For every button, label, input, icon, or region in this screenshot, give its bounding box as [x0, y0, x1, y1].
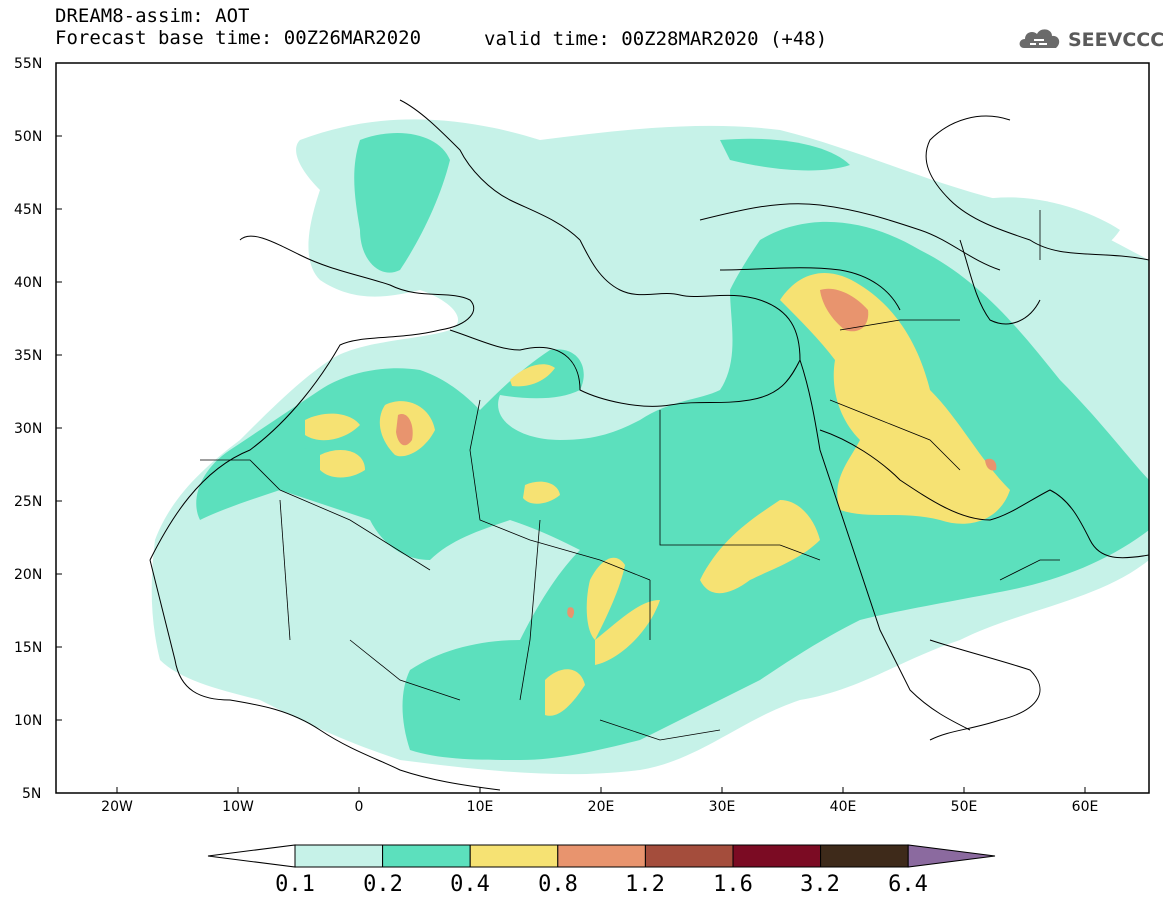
- valid-time: valid time: 00Z28MAR2020 (+48): [484, 28, 828, 50]
- colorbar-swatch: [732, 844, 822, 868]
- logo-text: SEEVCCC: [1068, 29, 1165, 51]
- lat-label: 55N: [14, 56, 42, 72]
- lon-label: 0: [355, 799, 364, 815]
- lon-label: 20W: [101, 799, 133, 815]
- lat-label: 35N: [14, 348, 42, 364]
- lon-label: 30E: [709, 799, 736, 815]
- colorbar-label: 0.4: [450, 872, 490, 897]
- colorbar: [207, 844, 996, 868]
- lat-label: 45N: [14, 202, 42, 218]
- lon-label: 10W: [222, 799, 254, 815]
- colorbar-label: 1.6: [713, 872, 753, 897]
- lon-label: 10E: [467, 799, 494, 815]
- lat-label: 5N: [22, 786, 41, 802]
- lat-label: 30N: [14, 421, 42, 437]
- colorbar-label: 0.8: [538, 872, 578, 897]
- lon-label: 20E: [588, 799, 615, 815]
- colorbar-swatch: [820, 844, 909, 868]
- lon-label: 40E: [830, 799, 857, 815]
- longitude-axis: 20W 10W 0 10E 20E 30E 40E 50E 60E: [101, 787, 1098, 815]
- lat-label: 20N: [14, 567, 42, 583]
- map-title: DREAM8-assim: AOT: [55, 5, 250, 27]
- colorbar-label: 0.2: [363, 872, 403, 897]
- borders: [200, 210, 1060, 741]
- lon-label: 60E: [1072, 799, 1099, 815]
- forecast-base-time: Forecast base time: 00Z26MAR2020: [55, 27, 422, 49]
- coastlines: [149, 99, 1149, 791]
- colorbar-low-arrow: [207, 844, 296, 868]
- colorbar-high-arrow: [907, 844, 996, 868]
- aot-0.8-1.2-region: [396, 288, 997, 618]
- latitude-axis: 55N 50N 45N 40N 35N 30N 25N 20N 15N 10N …: [14, 56, 62, 802]
- lat-label: 25N: [14, 494, 42, 510]
- colorbar-swatch: [469, 844, 559, 868]
- colorbar-swatch: [294, 844, 384, 868]
- colorbar-swatch: [382, 844, 471, 868]
- lat-label: 15N: [14, 640, 42, 656]
- lat-label: 40N: [14, 275, 42, 291]
- colorbar-swatch: [557, 844, 646, 868]
- aot-field: [151, 119, 1149, 775]
- colorbar-label: 0.1: [275, 872, 315, 897]
- colorbar-label: 1.2: [625, 872, 665, 897]
- colorbar-labels: 0.1 0.2 0.4 0.8 1.2 1.6 3.2 6.4: [275, 872, 928, 897]
- colorbar-label: 6.4: [888, 872, 928, 897]
- colorbar-label: 3.2: [800, 872, 840, 897]
- cloud-icon: [1019, 29, 1060, 48]
- seevccc-logo: SEEVCCC: [1016, 22, 1164, 56]
- colorbar-swatch: [644, 844, 734, 868]
- lon-label: 50E: [951, 799, 978, 815]
- lat-label: 50N: [14, 129, 42, 145]
- lat-label: 10N: [14, 713, 42, 729]
- aot-0.4-0.8-region: [305, 273, 1010, 716]
